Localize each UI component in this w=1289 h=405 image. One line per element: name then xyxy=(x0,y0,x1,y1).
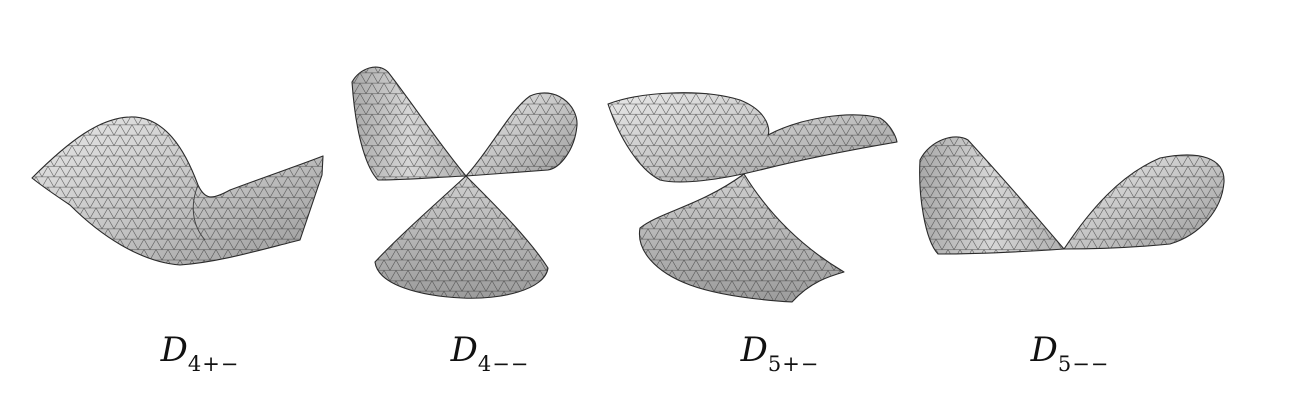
label-main: D xyxy=(740,330,768,370)
label-main: D xyxy=(450,330,478,370)
label-main: D xyxy=(1030,330,1058,370)
surface-d5pm xyxy=(607,92,898,303)
label-subscript: 4+− xyxy=(187,352,240,376)
label-subscript: 5−− xyxy=(1057,352,1110,376)
panel-label-d4pm: D4+− xyxy=(80,330,320,376)
panel-label-d5mm: D5−− xyxy=(950,330,1190,376)
panel-label-d4mm: D4−− xyxy=(370,330,610,376)
label-subscript: 5+− xyxy=(767,352,820,376)
label-main: D xyxy=(160,330,188,370)
surface-d5mm xyxy=(919,136,1225,255)
panel-label-d5pm: D5+− xyxy=(660,330,900,376)
surface-d4mm xyxy=(351,66,578,299)
label-subscript: 4−− xyxy=(477,352,530,376)
surface-d4pm xyxy=(31,116,324,266)
